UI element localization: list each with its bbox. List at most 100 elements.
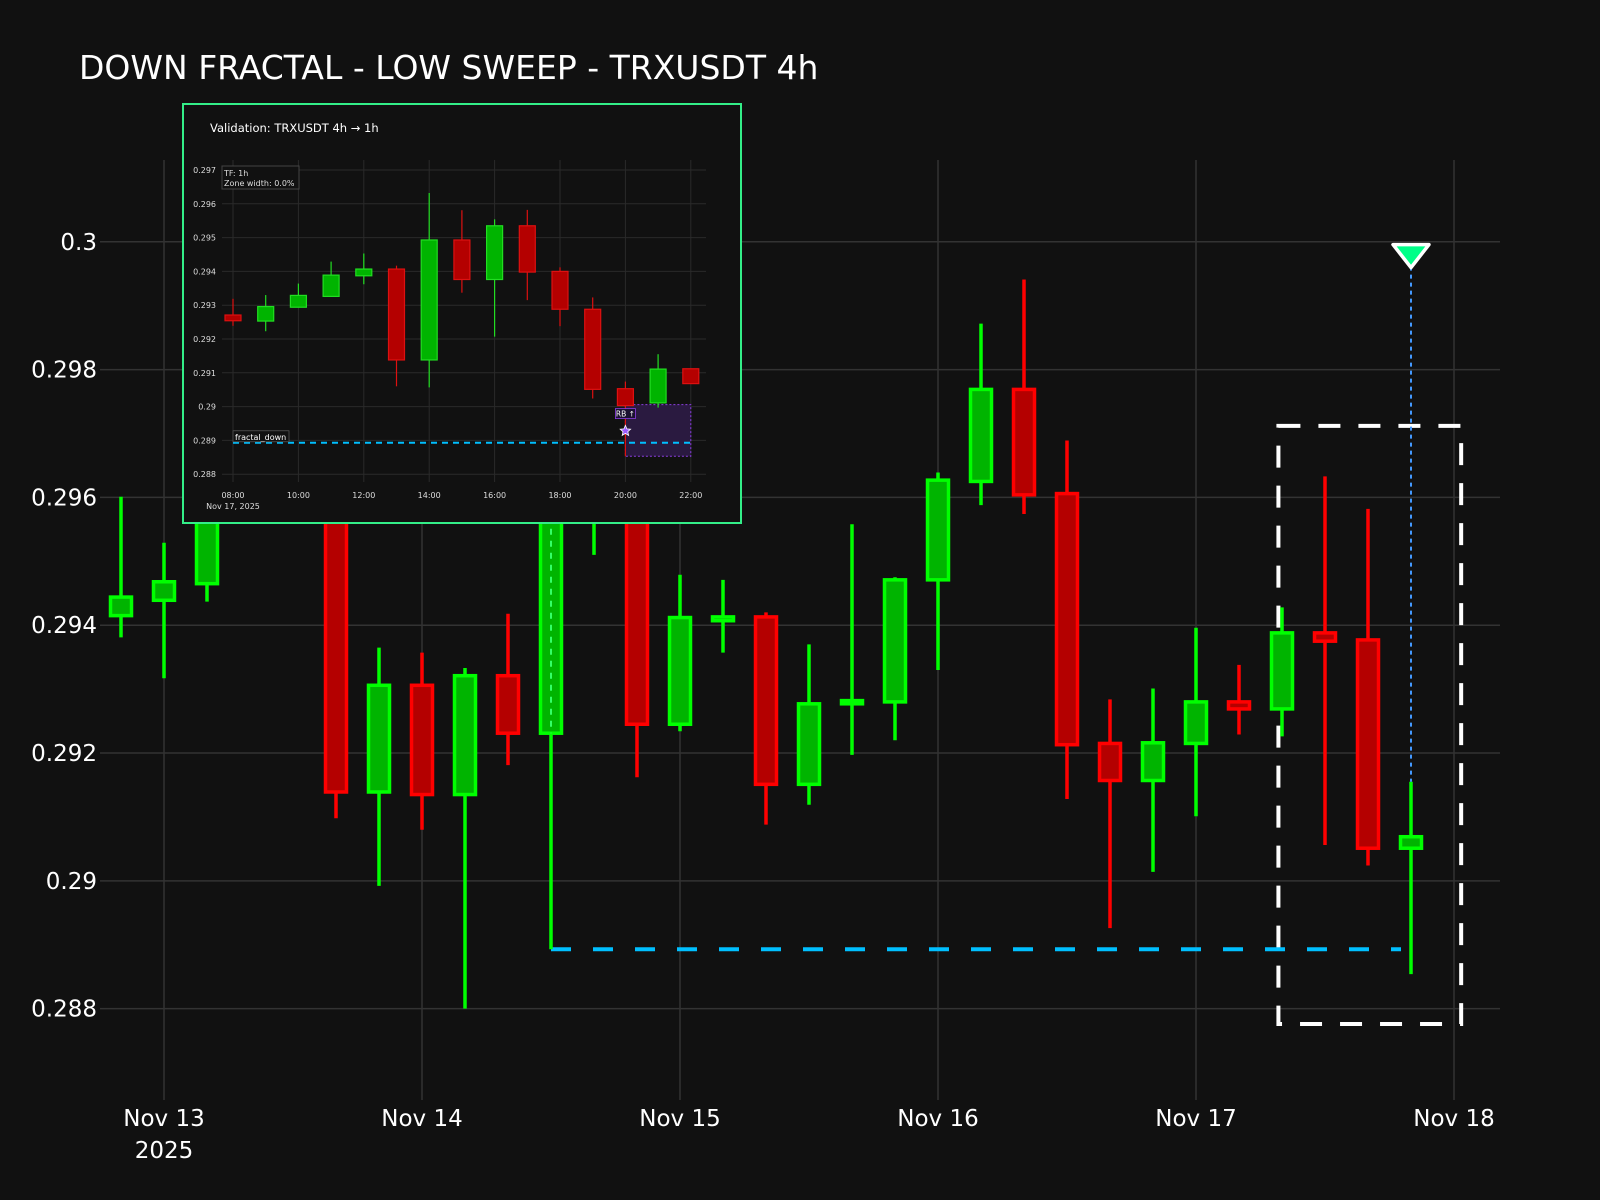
candle-body [710,615,736,623]
inset-candle-body [224,314,242,322]
inset-x-tick-label: 14:00 [418,491,441,500]
candle [108,496,134,638]
inset-x-tick-label: 08:00 [221,491,244,500]
inset-candle-body [257,305,275,322]
candle [1355,508,1381,866]
inset-labels: 0.288 0.289 0.29 0.291 0.292 0.293 0.294 0.295 0… [193,165,702,511]
inset-candle-body [387,268,406,361]
inset-y-tick-label: 0.29 [198,403,216,412]
candle [882,577,908,741]
candle [1398,781,1424,975]
validation-inset: Validation: TRXUSDT 4h → 1h fractal_down… [182,103,742,524]
inset-x-tick-label: 16:00 [483,491,506,500]
y-tick-label: 0.298 [31,358,97,384]
candle [1183,627,1209,817]
x-tick-label: Nov 14 [381,1106,462,1132]
candle-body [409,683,435,797]
inset-candle [649,354,667,408]
candle-body [452,673,478,797]
candle-body [796,702,822,787]
candle [1054,440,1080,800]
inset-candle-body [453,239,471,281]
inset-candle-body [486,225,504,281]
inset-candle-body [420,239,438,361]
down-triangle-signal-icon [1391,242,1431,270]
candle-body [151,580,177,603]
x-tick-label: Nov 13 [123,1106,204,1132]
candle-body [1312,631,1338,643]
inset-candles [224,192,700,457]
inset-y-tick-label: 0.296 [193,200,216,209]
candle-body [1140,741,1166,783]
inset-y-tick-label: 0.289 [193,436,216,445]
candle [796,644,822,805]
inset-zone-label: RB ↑ [616,410,635,419]
y-tick-label: 0.29 [46,869,97,895]
main-markers [1391,242,1431,782]
y-tick-label: 0.296 [31,485,97,511]
inset-x-tick-label: 20:00 [614,491,637,500]
inset-candle [257,295,275,332]
inset-zone-label-box [615,408,636,419]
candle [1226,664,1252,735]
inset-x-tick-label: 12:00 [352,491,375,500]
candle [1097,699,1123,929]
candle [151,542,177,679]
candle-body [1054,491,1080,747]
candle [839,524,865,755]
candle-body [108,595,134,618]
candle-body [366,683,392,794]
inset-candle [387,265,406,387]
x-tick-label: Nov 15 [639,1106,720,1132]
inset-y-tick-label: 0.297 [193,166,216,175]
inset-candle [682,368,700,385]
inset-candle-body [649,368,667,404]
candle-body [1226,700,1252,711]
inset-candle-body [551,270,569,310]
y-tick-label: 0.288 [31,997,97,1023]
y-tick-label: 0.292 [31,741,97,767]
candle-body [753,615,779,787]
main-axes: 0.288 0.29 0.292 0.294 0.296 0.298 0.3 Nov 13 20… [31,230,1495,1164]
inset-candle-body [322,274,340,298]
inset-x-tick-label: 10:00 [287,491,310,500]
candle-body [968,387,994,484]
candle-body [882,578,908,704]
inset-x-tick-label: 22:00 [679,491,702,500]
candle-body [839,698,865,706]
inset-candle-body [616,388,635,407]
inset-y-tick-label: 0.291 [193,369,216,378]
y-tick-label: 0.294 [31,613,97,639]
inset-x-tick-label: 18:00 [548,491,571,500]
candle-body [667,615,693,727]
candle-body [1097,741,1123,783]
inset-info-line: Zone width: 0.0% [224,179,295,188]
candle [452,668,478,1009]
inset-date-label: Nov 17, 2025 [206,502,260,511]
inset-info-line: TF: 1h [223,169,248,178]
candle [710,579,736,653]
inset-fractal-label: fractal_down [235,433,286,442]
candle [1140,688,1166,872]
inset-candle [453,210,471,293]
candle [366,647,392,886]
candle-body [1355,638,1381,850]
candle [753,612,779,825]
x-tick-sublabel: 2025 [135,1138,194,1164]
candle [409,652,435,830]
inset-y-tick-label: 0.288 [193,470,216,479]
inset-candle-body [289,294,307,308]
inset-candle-body [584,308,602,390]
inset-candle [322,261,340,298]
inset-candle [289,283,307,308]
x-tick-label: Nov 18 [1413,1106,1494,1132]
inset-candle [420,192,438,388]
inset-title: Validation: TRXUSDT 4h → 1h [210,121,379,135]
x-tick-label: Nov 16 [897,1106,978,1132]
candle-body [1398,834,1424,850]
candle [925,472,951,670]
candle [1011,279,1037,515]
inset-y-tick-label: 0.295 [193,234,216,243]
inset-candle-body [682,368,700,385]
